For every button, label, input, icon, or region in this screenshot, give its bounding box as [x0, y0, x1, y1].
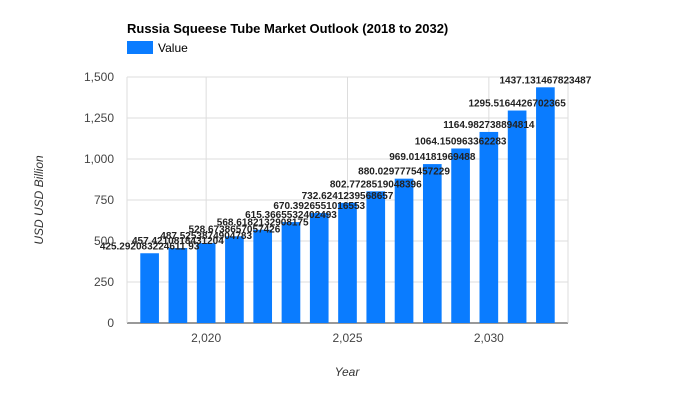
bar	[366, 191, 386, 323]
data-label: 425.292083224611 93	[100, 241, 200, 252]
x-tick-label: 2,025	[332, 331, 362, 345]
bar	[507, 110, 527, 323]
data-label: 457.4210818431204	[132, 236, 224, 247]
x-tick-label: 2,030	[474, 331, 504, 345]
legend-label: Value	[158, 41, 188, 55]
chart-title: Russia Squeese Tube Market Outlook (2018…	[127, 21, 448, 36]
bar	[536, 87, 555, 324]
x-tick-label: 2,020	[191, 331, 221, 345]
bar	[253, 229, 273, 323]
bar	[140, 253, 159, 323]
bar	[196, 243, 216, 323]
bar	[225, 236, 244, 323]
bar	[338, 202, 357, 323]
data-label: 880.0297775457229	[358, 167, 450, 178]
data-label: 528.6738657057426	[189, 224, 281, 235]
x-tick-labels: 2,020 2,025 2,030	[191, 331, 504, 345]
data-label: 615.3665532402493	[245, 210, 337, 221]
legend-swatch	[127, 41, 153, 54]
bar	[479, 131, 499, 323]
data-label: 568.6182132908175	[217, 218, 309, 229]
legend: Value	[127, 41, 188, 55]
x-axis-label: Year	[335, 365, 361, 379]
bar	[168, 247, 188, 323]
y-tick-labels: 0 250 500 750 1,000 1,250 1,500	[84, 70, 114, 330]
y-tick-label: 1,250	[84, 111, 114, 125]
bar-series	[140, 87, 555, 324]
bar	[309, 213, 329, 323]
bar	[394, 178, 414, 323]
data-label: 670.3926551016553	[273, 201, 365, 212]
y-axis-label: USD USD Billion	[32, 155, 46, 245]
data-label: 1295.5164426702365	[468, 99, 566, 110]
bar	[451, 148, 470, 323]
bar	[422, 164, 442, 323]
y-tick-label: 1,000	[84, 152, 114, 166]
y-tick-label: 1,500	[84, 70, 114, 84]
data-label: 1437.131467823487	[500, 75, 592, 86]
y-tick-label: 750	[94, 193, 114, 207]
data-label: 487.5253874904783	[160, 231, 252, 242]
data-label: 802.7728519048396	[330, 179, 422, 190]
data-label: 1164.982738894814	[443, 120, 535, 131]
y-tick-label: 0	[107, 316, 114, 330]
data-label: 732.6241239568657	[302, 191, 394, 202]
data-label: 969.014181969488	[389, 152, 476, 163]
data-labels: 425.292083224611 93457.4210818431204487.…	[100, 75, 592, 252]
data-label: 1064.150963362283	[415, 136, 507, 147]
y-tick-label: 250	[94, 275, 114, 289]
y-tick-label: 500	[94, 234, 114, 248]
bar	[281, 222, 301, 323]
